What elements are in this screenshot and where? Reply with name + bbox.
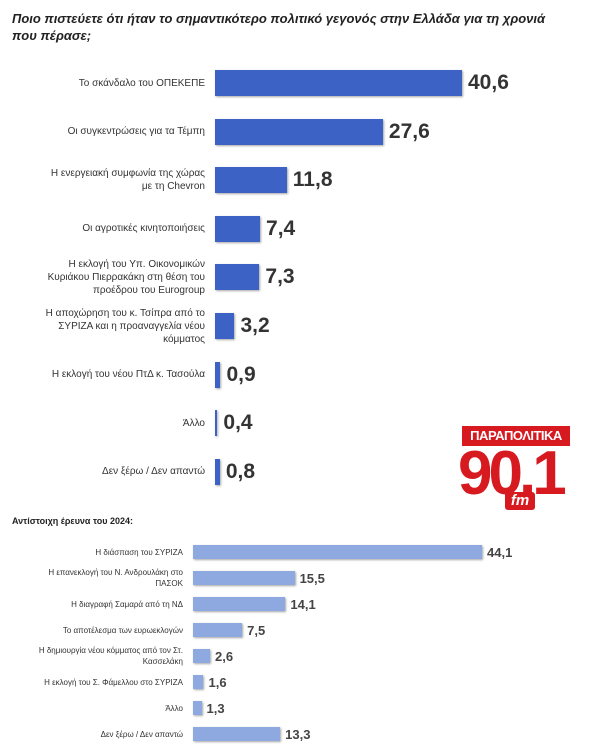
category-label: Η εκλογή του νέου ΠτΔ κ. Τασούλα <box>51 369 205 381</box>
value-label: 13,3 <box>285 726 311 742</box>
value-label: 2,6 <box>215 648 234 664</box>
value-label: 7,5 <box>247 622 266 638</box>
bar <box>215 118 383 145</box>
category-label: Δεν ξέρω / Δεν απαντώ <box>102 466 205 478</box>
category-label: Οι αγροτικές κινητοποιήσεις <box>82 223 205 235</box>
category-label: Άλλο <box>165 703 183 713</box>
bar <box>193 675 204 689</box>
category-label: Η επανεκλογή του Ν. Ανδρουλάκη στο ΠΑΣΟΚ <box>48 568 183 588</box>
category-label: Η δημιουργία νέου κόμματος από τον Στ. Κ… <box>38 646 183 666</box>
bar <box>193 571 295 585</box>
category-label: Η ενεργειακή συμφωνία της χώρας με τη Ch… <box>50 168 205 193</box>
value-label: 1,6 <box>208 674 227 690</box>
bar <box>215 70 462 96</box>
chart-title: Αντίστοιχη έρευνα του 2024: <box>12 516 133 526</box>
value-label: 0,8 <box>225 459 256 483</box>
value-label: 11,8 <box>292 168 333 192</box>
bar <box>193 727 281 741</box>
category-label: Η διάσπαση του ΣΥΡΙΖΑ <box>95 547 183 557</box>
bar <box>193 545 482 559</box>
category-label: Η αποχώρηση του κ. Τσίπρα από το ΣΥΡΙΖΑ … <box>45 307 205 345</box>
bar <box>193 701 202 715</box>
bar <box>215 458 220 485</box>
category-label: Το αποτέλεσμα των ευρωεκλογών <box>62 625 183 635</box>
category-label: Η διαγραφή Σαμαρά από τη ΝΔ <box>71 599 183 609</box>
value-label: 0,9 <box>226 362 256 386</box>
value-label: 14,1 <box>290 596 316 612</box>
category-label: Το σκάνδαλο του ΟΠΕΚΕΠΕ <box>78 77 205 89</box>
bar <box>193 623 243 637</box>
bar <box>215 167 287 194</box>
bar <box>193 649 211 663</box>
value-label: 7,4 <box>266 216 296 240</box>
bar <box>193 597 286 611</box>
bar <box>215 313 235 339</box>
value-label: 44,1 <box>487 544 513 560</box>
value-label: 3,2 <box>240 314 270 337</box>
bar <box>215 215 261 242</box>
value-label: 7,3 <box>265 265 295 289</box>
category-label: Δεν ξέρω / Δεν απαντώ <box>100 729 183 739</box>
chart-title: Ποιο πιστεύετε ότι ήταν το σημαντικότερο… <box>12 11 546 43</box>
bar <box>215 410 218 437</box>
category-label: Οι συγκεντρώσεις για τα Τέμπη <box>67 126 205 138</box>
logo-band: fm <box>505 492 535 510</box>
value-label: 0,4 <box>223 411 253 435</box>
logo-name: ΠΑΡΑΠΟΛΙΤΙΚΑ <box>462 426 570 446</box>
category-label: Άλλο <box>182 417 205 429</box>
bar <box>215 264 260 291</box>
value-label: 15,5 <box>299 570 325 586</box>
value-label: 27,6 <box>388 119 430 143</box>
category-label: Η εκλογή του Σ. Φάμελλου στο ΣΥΡΙΖΑ <box>44 677 183 687</box>
category-label: Η εκλογή του Υπ. Οικονομικών Κυριάκου Πι… <box>47 258 205 296</box>
value-label: 40,6 <box>468 71 509 94</box>
bar <box>215 361 221 388</box>
value-label: 1,3 <box>206 700 225 716</box>
